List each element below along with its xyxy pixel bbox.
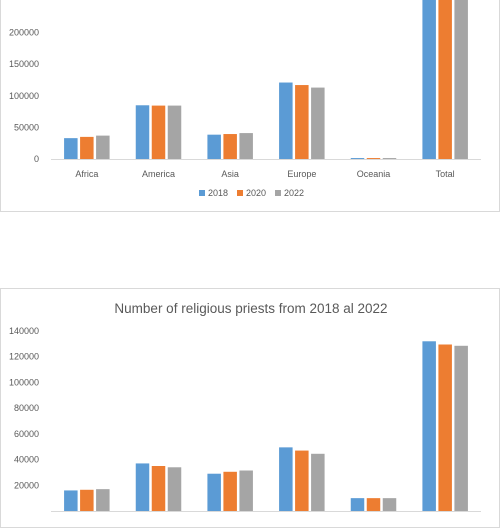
chart-1-bar-oceania-2020: [366, 158, 381, 159]
chart-1-bar-europe-2020: [295, 85, 309, 159]
chart-2-bar-cat2-2018: [207, 473, 221, 511]
chart-1-bar-america-2022: [167, 105, 182, 159]
chart-2-bar-cat3-2022: [311, 453, 325, 511]
chart-2-bar-cat4-2018: [350, 498, 365, 511]
chart-2-bar-cat1-2020: [151, 466, 166, 511]
chart-1-bar-oceania-2018: [350, 158, 365, 159]
chart-1-category-label: Total: [436, 169, 455, 179]
chart-1-bar-total-2022: [454, 0, 468, 159]
chart-1-bar-europe-2018: [279, 82, 293, 159]
chart-2-y-tick-label: 80000: [14, 403, 39, 413]
chart-1-y-tick-label: 150000: [9, 59, 39, 69]
chart-2-bar-cat0-2020: [80, 489, 94, 511]
chart-1-legend-label-2022: 2022: [284, 188, 304, 198]
chart-1-y-tick-label: 50000: [14, 122, 39, 132]
chart-2-y-tick-label: 60000: [14, 429, 39, 439]
chart-1-bar-africa-2022: [96, 135, 110, 159]
chart-2-bar-cat0-2018: [64, 490, 78, 511]
chart-2-svg: Number of religious priests from 2018 al…: [9, 301, 481, 512]
chart-2-title: Number of religious priests from 2018 al…: [114, 301, 387, 316]
chart-2-bar-cat5-2020: [438, 344, 452, 511]
chart-1-category-label: Africa: [75, 169, 98, 179]
chart-1-y-tick-label: 200000: [9, 28, 39, 38]
chart-1-bar-america-2020: [151, 105, 166, 159]
chart-2-bar-cat1-2022: [167, 467, 182, 511]
chart-1-bar-america-2018: [135, 105, 150, 159]
chart-1-bar-total-2018: [422, 0, 436, 159]
chart-1-y-tick-label: 0: [34, 154, 39, 164]
chart-2-y-tick-label: 120000: [9, 352, 39, 362]
chart-2-bar-cat5-2022: [454, 345, 468, 511]
chart-2-bar-cat3-2020: [295, 450, 309, 511]
chart-1: 0 50000 100000 150000 200000 Africa America Asi…: [0, 0, 500, 212]
chart-1-legend-swatch-2018: [199, 190, 205, 196]
chart-2: Number of religious priests from 2018 al…: [0, 288, 500, 528]
chart-1-bar-asia-2018: [207, 134, 221, 159]
chart-1-category-label: Asia: [221, 169, 239, 179]
chart-2-bar-cat3-2018: [279, 447, 293, 511]
chart-2-bar-cat1-2018: [135, 463, 150, 511]
chart-2-y-tick-label: 40000: [14, 455, 39, 465]
chart-2-bar-cat5-2018: [422, 341, 436, 511]
chart-1-bar-africa-2020: [80, 136, 94, 159]
chart-1-bar-oceania-2022: [382, 158, 397, 159]
chart-2-y-tick-label: 140000: [9, 326, 39, 336]
chart-2-bar-cat4-2022: [382, 498, 397, 511]
chart-2-y-tick-label: 100000: [9, 377, 39, 387]
chart-1-bar-europe-2022: [311, 87, 325, 159]
chart-2-bar-cat2-2020: [223, 471, 237, 511]
chart-2-bar-cat0-2022: [96, 489, 110, 511]
chart-1-legend-swatch-2022: [275, 190, 281, 196]
chart-2-y-tick-label: 20000: [14, 480, 39, 490]
chart-1-category-label: Oceania: [357, 169, 391, 179]
chart-1-y-tick-label: 100000: [9, 91, 39, 101]
chart-1-legend-label-2018: 2018: [208, 188, 228, 198]
chart-1-legend-swatch-2020: [237, 190, 243, 196]
chart-1-bar-total-2020: [438, 0, 452, 159]
chart-1-category-label: Europe: [287, 169, 316, 179]
chart-1-bar-asia-2020: [223, 134, 237, 159]
chart-1-bar-asia-2022: [239, 133, 253, 159]
chart-2-bar-cat4-2020: [366, 498, 381, 511]
chart-1-bar-africa-2018: [64, 138, 78, 159]
chart-1-svg: 0 50000 100000 150000 200000 Africa America Asi…: [9, 0, 481, 198]
chart-1-category-label: America: [142, 169, 175, 179]
chart-1-legend-label-2020: 2020: [246, 188, 266, 198]
chart-2-bar-cat2-2022: [239, 470, 253, 511]
